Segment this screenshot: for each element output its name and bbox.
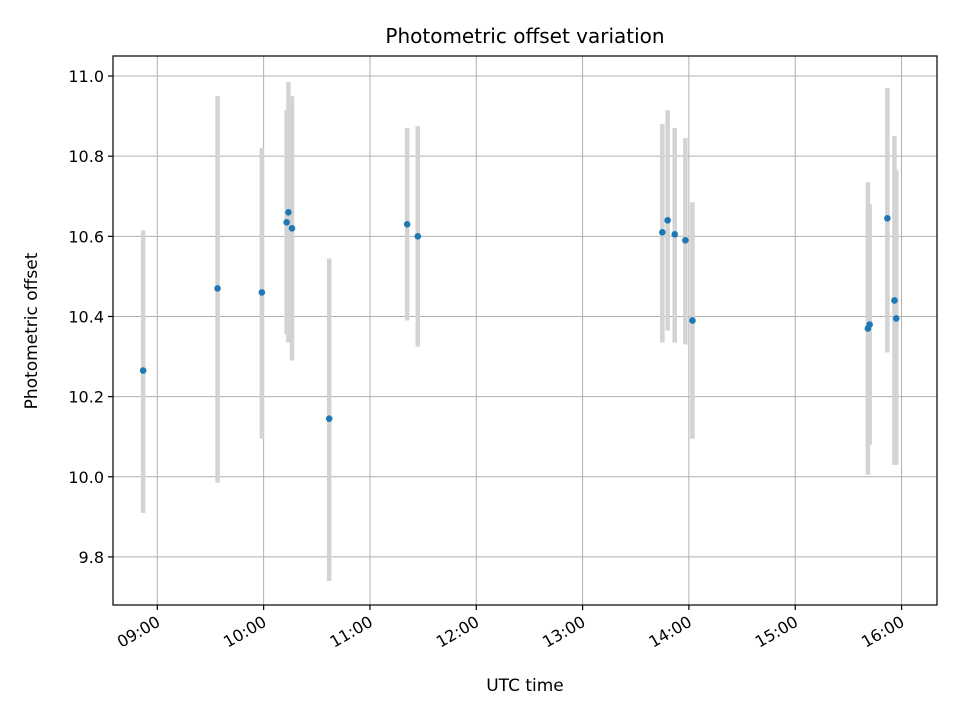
y-tick-label: 10.8 [68,147,104,166]
data-point [866,321,873,328]
y-tick-label: 11.0 [68,67,104,86]
data-point [285,208,292,216]
data-point [283,219,290,226]
data-point [671,231,679,238]
grid-layer [113,56,937,605]
point-layer [139,208,900,422]
data-point [258,289,266,296]
data-point [403,221,411,228]
data-point [891,297,898,304]
y-tick-label: 10.0 [68,468,104,487]
data-point [892,315,900,322]
data-point [214,285,221,292]
data-point [664,216,671,224]
data-point [139,367,147,374]
chart-title: Photometric offset variation [385,24,664,48]
data-point [884,214,891,222]
x-axis-label: UTC time [486,676,564,696]
plot-frame [112,55,938,606]
y-tick-label: 10.2 [68,388,104,407]
y-tick-label: 10.4 [68,307,104,326]
data-point [659,229,666,236]
y-tick-layer: 9.8 10.0 10.2 10.4 10.6 10.8 11.0 [68,67,113,567]
y-tick-label: 9.8 [79,548,104,567]
y-tick-label: 10.6 [68,227,104,246]
data-point [689,317,696,324]
data-point [288,225,296,232]
data-point [325,415,333,422]
data-point [414,233,422,240]
data-point [682,237,689,244]
y-axis-label: Photometric offset [22,252,42,409]
